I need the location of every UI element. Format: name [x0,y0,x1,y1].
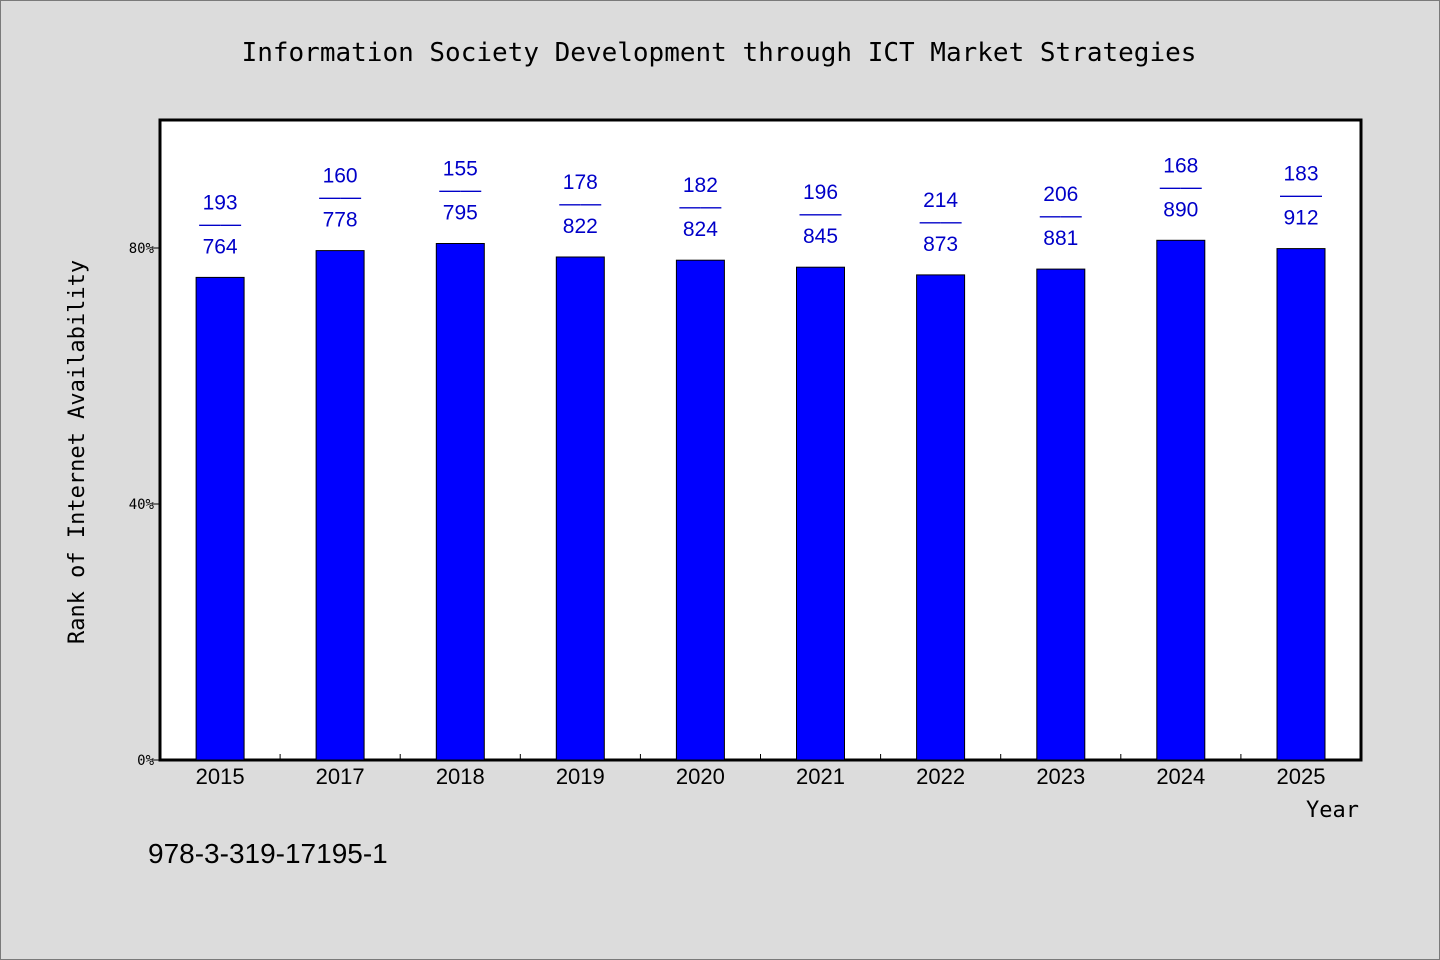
bar-2019 [555,256,605,761]
y-tick-label-40: 40% [129,497,155,513]
data-label-top-2021: 196 [803,181,838,204]
bar-2023 [1036,268,1086,761]
bar-2015 [195,276,245,761]
data-label-separator-2018: —— [439,179,481,202]
data-label-bottom-2021: 845 [803,225,838,248]
data-label-bottom-2017: 778 [323,209,358,232]
x-tick-label-2025: 2025 [1277,764,1326,789]
data-label-top-2017: 160 [323,165,358,188]
bar-2021 [796,266,845,761]
data-label-top-2024: 168 [1163,154,1198,177]
data-label-separator-2019: —— [559,192,601,215]
data-label-separator-2020: —— [679,195,721,218]
chart-title: Information Society Development through … [242,38,1197,68]
data-label-bottom-2023: 881 [1043,227,1078,250]
data-label-bottom-2015: 764 [203,235,238,258]
bar-2017 [315,250,365,761]
bar-2022 [916,274,966,761]
y-axis-ticks: 0% 40% 80% [129,241,160,769]
data-label-separator-2015: —— [199,212,241,235]
x-tick-label-2017: 2017 [316,764,365,789]
data-label-separator-2021: —— [800,202,842,225]
x-tick-label-2021: 2021 [796,764,845,789]
data-label-top-2023: 206 [1043,183,1078,206]
data-label-top-2020: 182 [683,174,718,197]
data-label-separator-2017: —— [319,186,361,209]
data-label-separator-2022: —— [920,210,962,233]
data-label-bottom-2019: 822 [563,215,598,238]
x-axis-ticks: 2015 2017 2018 2019 2020 2021 2022 2023 2024 2025 [196,754,1326,789]
x-tick-label-2018: 2018 [436,764,485,789]
data-labels-group: 193——764160——778155——795178——822182——824… [199,154,1322,258]
x-tick-label-2022: 2022 [916,764,965,789]
data-label-separator-2024: —— [1160,175,1202,198]
x-tick-label-2024: 2024 [1156,764,1205,789]
bar-2025 [1276,248,1326,761]
data-label-bottom-2022: 873 [923,233,958,256]
y-tick-label-80: 80% [129,241,155,257]
data-label-top-2015: 193 [203,191,238,214]
y-axis-title: Rank of Internet Availability [65,260,90,644]
x-tick-label-2020: 2020 [676,764,725,789]
data-label-bottom-2020: 824 [683,218,718,241]
data-label-top-2019: 178 [563,171,598,194]
bar-2018 [435,243,485,761]
isbn-code: 978-3-319-17195-1 [148,838,388,869]
data-label-bottom-2024: 890 [1163,198,1198,221]
data-label-separator-2023: —— [1040,204,1082,227]
data-label-bottom-2025: 912 [1283,207,1318,230]
data-label-bottom-2018: 795 [443,202,478,225]
y-tick-label-0: 0% [137,753,154,769]
data-label-top-2018: 155 [443,158,478,181]
bar-2020 [675,259,725,761]
data-label-separator-2025: —— [1280,184,1322,207]
x-axis-title: Year [1306,798,1359,823]
data-label-top-2025: 183 [1283,163,1318,186]
x-tick-label-2023: 2023 [1036,764,1085,789]
x-tick-label-2019: 2019 [556,764,605,789]
x-tick-label-2015: 2015 [196,764,245,789]
bars-group [195,239,1326,761]
data-label-top-2022: 214 [923,189,958,212]
bar-2024 [1156,239,1206,761]
